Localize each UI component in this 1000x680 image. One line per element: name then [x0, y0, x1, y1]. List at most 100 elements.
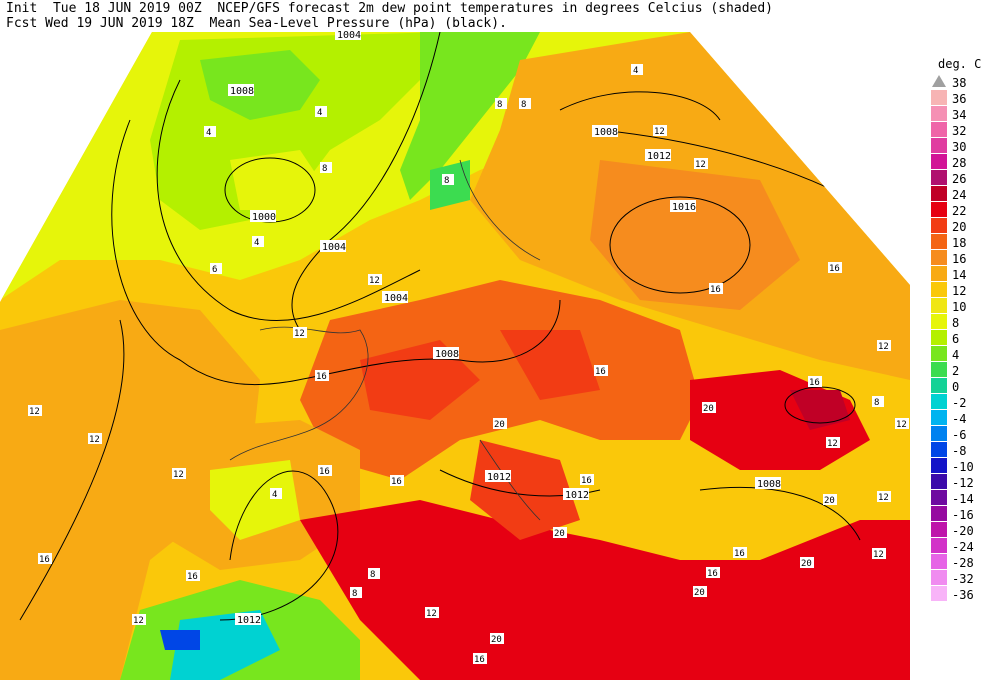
legend-swatch — [931, 490, 947, 505]
legend-swatch — [931, 378, 947, 393]
isobar-label: 1004 — [335, 28, 361, 41]
legend-label: 30 — [952, 140, 967, 154]
dewpoint-label: 20 — [702, 402, 716, 414]
svg-text:20: 20 — [491, 635, 502, 645]
legend-swatch — [931, 538, 947, 553]
legend-swatch — [931, 522, 947, 537]
svg-text:12: 12 — [878, 493, 889, 503]
legend-label: 0 — [952, 380, 960, 394]
svg-text:4: 4 — [206, 128, 211, 138]
dewpoint-label: 20 — [823, 494, 837, 506]
svg-text:4: 4 — [272, 490, 277, 500]
dewpoint-label: 8 — [350, 587, 362, 599]
isobar-label: 1012 — [645, 149, 671, 162]
legend-swatch — [931, 394, 947, 409]
svg-text:1016: 1016 — [672, 202, 696, 213]
svg-text:1008: 1008 — [594, 127, 618, 138]
isobar-label: 1000 — [250, 210, 276, 223]
svg-text:1012: 1012 — [487, 472, 511, 483]
legend-swatch — [931, 506, 947, 521]
dewpoint-label: 16 — [186, 570, 200, 582]
legend-swatch — [931, 362, 947, 377]
legend-swatch — [931, 202, 947, 217]
dewpoint-label: 12 — [826, 437, 840, 449]
svg-text:1012: 1012 — [647, 151, 671, 162]
dewpoint-label: 16 — [594, 365, 608, 377]
legend-label: 26 — [952, 172, 967, 186]
dewpoint-label: 8 — [442, 174, 454, 186]
dewpoint-label: 12 — [425, 607, 439, 619]
svg-text:20: 20 — [703, 404, 714, 414]
dewpoint-label: 4 — [315, 106, 327, 118]
legend-label: 10 — [952, 300, 967, 314]
header-line-1: Init Tue 18 JUN 2019 00Z NCEP/GFS foreca… — [6, 1, 774, 16]
legend-label: -14 — [952, 492, 974, 506]
svg-text:16: 16 — [829, 264, 840, 274]
svg-text:20: 20 — [494, 420, 505, 430]
legend-label: -6 — [952, 428, 967, 442]
legend-swatch — [931, 170, 947, 185]
legend-swatch — [931, 474, 947, 489]
dewpoint-label: 16 — [473, 653, 487, 665]
dewpoint-label: 16 — [808, 376, 822, 388]
dewpoint-label: 16 — [580, 474, 594, 486]
svg-text:4: 4 — [317, 108, 322, 118]
svg-text:1012: 1012 — [237, 615, 261, 626]
svg-text:12: 12 — [896, 420, 907, 430]
isobar-label-group: 1004 1008 1000 1004 1004 1008 1012 1016 … — [228, 28, 781, 626]
svg-text:16: 16 — [187, 572, 198, 582]
dewpoint-label: 12 — [877, 340, 891, 352]
legend-label: 14 — [952, 268, 967, 282]
dewpoint-label: 4 — [270, 488, 282, 500]
legend-label: -28 — [952, 556, 974, 570]
legend-swatch — [931, 234, 947, 249]
isobar-label: 1008 — [228, 84, 254, 97]
dewpoint-label: 20 — [693, 586, 707, 598]
legend-swatch — [931, 282, 947, 297]
svg-text:12: 12 — [294, 329, 305, 339]
legend-label: 20 — [952, 220, 967, 234]
svg-text:12: 12 — [827, 439, 838, 449]
legend-swatch — [931, 122, 947, 137]
isobar-label: 1008 — [592, 125, 618, 138]
svg-text:16: 16 — [809, 378, 820, 388]
dewpoint-label: 20 — [493, 418, 507, 430]
legend-swatch — [931, 426, 947, 441]
svg-text:12: 12 — [173, 470, 184, 480]
svg-text:16: 16 — [474, 655, 485, 665]
dewpoint-label: 20 — [800, 557, 814, 569]
svg-text:1004: 1004 — [337, 30, 361, 41]
dewpoint-label: 16 — [390, 475, 404, 487]
legend-label: 32 — [952, 124, 967, 138]
isobar-label: 1012 — [485, 470, 511, 483]
legend-swatch — [931, 298, 947, 313]
svg-text:6: 6 — [212, 265, 217, 275]
svg-text:16: 16 — [391, 477, 402, 487]
legend-swatch — [931, 90, 947, 105]
dewpoint-label: 4 — [631, 64, 643, 76]
svg-text:8: 8 — [444, 176, 449, 186]
svg-text:12: 12 — [133, 616, 144, 626]
legend-swatch — [931, 570, 947, 585]
legend-label: -8 — [952, 444, 967, 458]
dewpoint-label: 12 — [877, 491, 891, 503]
coastlines — [229, 159, 541, 521]
legend-label: 24 — [952, 188, 967, 202]
svg-text:12: 12 — [878, 342, 889, 352]
legend-label: 34 — [952, 108, 967, 122]
dewpoint-label-group: 4 4 8 8 4 6 8 8 4 12 12 12 12 16 16 16 1… — [28, 64, 909, 665]
dewpoint-label: 4 — [252, 236, 264, 248]
legend-label: 28 — [952, 156, 967, 170]
svg-text:4: 4 — [633, 66, 638, 76]
legend-label: -4 — [952, 412, 967, 426]
svg-text:12: 12 — [426, 609, 437, 619]
svg-text:16: 16 — [734, 549, 745, 559]
svg-text:1008: 1008 — [435, 349, 459, 360]
dewpoint-label: 12 — [368, 274, 382, 286]
legend-swatch — [931, 554, 947, 569]
dewpoint-label: 8 — [519, 98, 531, 110]
svg-text:16: 16 — [39, 555, 50, 565]
legend-swatch — [931, 442, 947, 457]
legend-label: 6 — [952, 332, 960, 346]
dewpoint-label: 16 — [318, 465, 332, 477]
